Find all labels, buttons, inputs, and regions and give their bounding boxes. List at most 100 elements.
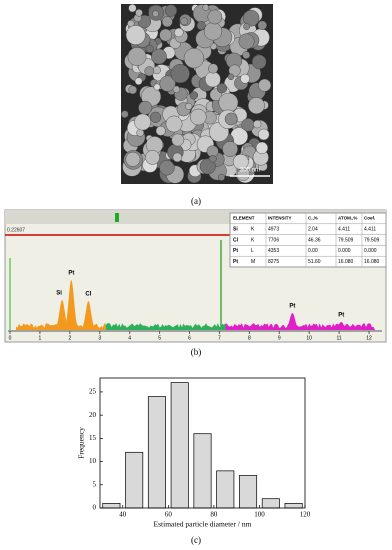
grain [240, 73, 250, 84]
grain [161, 16, 173, 28]
grain [208, 63, 219, 74]
y-tick-label: 20 [89, 411, 97, 419]
x-tick-label: 5 [158, 335, 161, 341]
grain [189, 108, 207, 126]
table-cell: 0.000 [338, 248, 351, 254]
y-tick-label: 15 [89, 434, 97, 442]
grain [159, 160, 175, 176]
table-cell: 2.04 [308, 227, 318, 233]
grain [233, 154, 249, 170]
plot-frame [99, 377, 306, 509]
table-cell: 16.080 [338, 259, 354, 265]
peak-label: Pt [289, 304, 295, 310]
peak-label: Si [56, 291, 62, 297]
table-cell: 79.509 [338, 237, 354, 243]
bar [102, 503, 121, 509]
grain [159, 28, 172, 42]
grain [189, 91, 199, 100]
grain [217, 173, 225, 181]
grain [216, 83, 228, 94]
table-cell: 4973 [268, 227, 279, 233]
bar [284, 503, 303, 509]
y-tick-label: 0 [93, 504, 97, 512]
grain [151, 48, 167, 65]
peak [76, 301, 101, 330]
caption: (a) [191, 196, 201, 206]
grain [218, 92, 239, 113]
grain [227, 73, 235, 81]
bar [239, 475, 258, 509]
grain [228, 64, 241, 77]
bar [261, 498, 280, 509]
grain [180, 17, 189, 26]
grain [238, 33, 255, 50]
table-cell: 0.000 [364, 248, 377, 254]
grain [204, 71, 221, 88]
y-tick-label: 25 [89, 388, 97, 396]
grain [185, 102, 193, 111]
x-tick-label: 10 [306, 335, 312, 341]
grain [149, 111, 162, 123]
peak-label: Pt [68, 271, 74, 277]
bar [170, 382, 189, 509]
scale-label: 300 nm [240, 168, 260, 174]
grain [152, 10, 159, 18]
grain [174, 27, 184, 38]
grain [159, 75, 176, 92]
x-tick-label: 80 [210, 511, 218, 519]
peak [280, 313, 305, 330]
grain [152, 66, 161, 75]
table-cell: Pt [233, 259, 238, 265]
grain [121, 110, 129, 118]
bar [193, 433, 212, 509]
grain [183, 48, 204, 69]
grain [199, 158, 216, 175]
x-tick-label: 100 [254, 511, 265, 519]
table-header: ELEMENT [233, 216, 255, 221]
table-cell: 4.411 [338, 227, 350, 233]
x-tick-label: 7 [218, 335, 221, 341]
grain [251, 54, 267, 70]
bar [216, 470, 235, 509]
grain [127, 47, 147, 66]
grain [170, 64, 190, 84]
grain [257, 20, 267, 30]
grain [253, 120, 262, 129]
x-axis-label: Estimated particle diameter / nm [154, 520, 252, 529]
bar [147, 396, 166, 509]
grain [164, 4, 178, 17]
table-cell: 4.411 [364, 227, 376, 233]
grain [171, 133, 185, 147]
grain [125, 151, 141, 167]
grain [243, 23, 251, 30]
x-tick-label: 12 [366, 335, 372, 341]
bar [125, 451, 144, 509]
table-cell: K [251, 227, 255, 233]
table-cell: M [251, 259, 255, 265]
table-cell: 8275 [268, 259, 279, 265]
grain [165, 115, 183, 133]
table-cell: K [251, 237, 255, 243]
x-tick-label: 0 [9, 335, 12, 341]
grain [138, 100, 153, 115]
grain [134, 113, 151, 131]
table-cell: 16.080 [364, 259, 380, 265]
grain [257, 128, 270, 141]
grain [155, 125, 166, 136]
grain [203, 22, 223, 41]
table-bg [229, 212, 387, 268]
grain [242, 9, 260, 27]
peak [329, 322, 354, 330]
caption: (b) [191, 347, 202, 357]
grain [209, 155, 217, 163]
peak [59, 280, 84, 330]
grain [241, 118, 255, 132]
x-tick-label: 8 [248, 335, 251, 341]
x-tick-label: 4 [128, 335, 131, 341]
table-header: INTENSITY [268, 216, 292, 221]
grain [153, 83, 161, 91]
table-cell: 4353 [268, 248, 279, 254]
table-header: Coef. [364, 216, 375, 221]
peak-label: Cl [85, 292, 91, 298]
